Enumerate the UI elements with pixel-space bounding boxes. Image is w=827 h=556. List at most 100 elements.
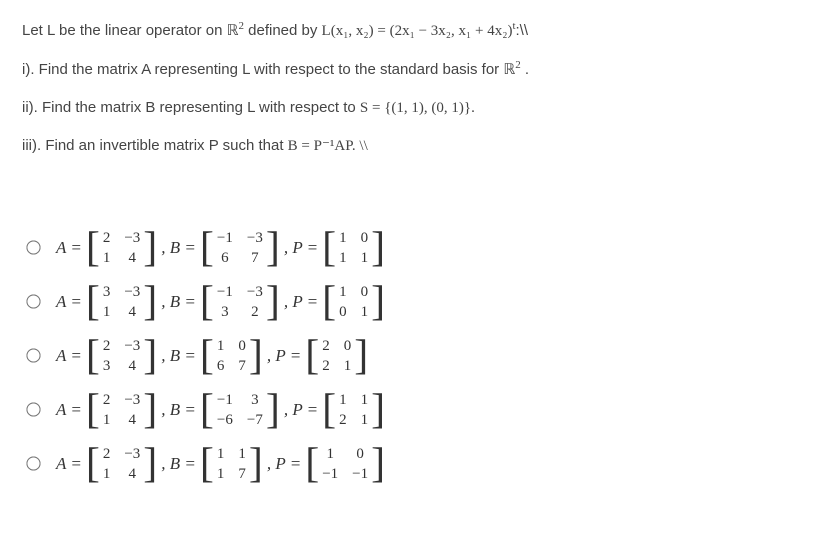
bracket-left-icon: [: [200, 230, 214, 266]
bracket-left-icon: [: [200, 446, 214, 482]
bracket-right-icon: ]: [143, 338, 157, 374]
text: iii). Find an invertible matrix P such t…: [22, 137, 288, 154]
matrix-cols: 1 −1 0 −1: [319, 444, 371, 484]
bracket-right-icon: ]: [143, 230, 157, 266]
matrix-cols: −1 −6 3 −7: [214, 390, 266, 430]
option-radio-cell: [22, 238, 56, 258]
matrix-cell: 0: [356, 444, 364, 464]
option-radio[interactable]: [26, 348, 40, 362]
label-b: , B =: [161, 238, 196, 258]
matrix-cell: 1: [103, 248, 111, 268]
label-a: A =: [56, 292, 82, 312]
matrix-cell: 1: [103, 464, 111, 484]
matrix-cell: 2: [322, 356, 330, 376]
matrix-cell: 1: [361, 410, 369, 430]
bracket-right-icon: ]: [143, 284, 157, 320]
option-radio[interactable]: [26, 240, 40, 254]
text: ii). Find the matrix B representing L wi…: [22, 99, 360, 116]
matrix-cell: 2: [103, 336, 111, 356]
matrix-col: 0 7: [238, 336, 246, 376]
label-p: , P =: [267, 454, 301, 474]
option-row: A = [ 2 1 −3 4 ] , B = [ 1 1 1 7 ] , P =…: [22, 444, 805, 484]
matrix: [ 2 1 −3 4 ]: [86, 444, 157, 484]
matrix-cell: 4: [129, 464, 137, 484]
bracket-right-icon: ]: [249, 446, 263, 482]
matrix-col: 1 2: [339, 390, 347, 430]
label-a: A =: [56, 400, 82, 420]
matrix-col: 2 1: [103, 444, 111, 484]
matrix-cell: −3: [124, 336, 140, 356]
option-radio[interactable]: [26, 456, 40, 470]
option-radio-cell: [22, 292, 56, 312]
matrix-col: 2 2: [322, 336, 330, 376]
bracket-left-icon: [: [86, 338, 100, 374]
matrix: [ −1 −6 3 −7 ]: [200, 390, 280, 430]
matrix-cell: −3: [247, 282, 263, 302]
text: i). Find the matrix A representing L wit…: [22, 61, 503, 78]
matrix-cell: 1: [217, 336, 225, 356]
question-stem: Let L be the linear operator on ℝ2 defin…: [22, 18, 805, 158]
matrix-col: 3 −7: [247, 390, 263, 430]
matrix-col: 1 1: [361, 390, 369, 430]
option-row: A = [ 2 1 −3 4 ] , B = [ −1 6 −3 7 ] , P…: [22, 228, 805, 268]
matrix-cell: 1: [217, 464, 225, 484]
matrix-cols: −1 6 −3 7: [214, 228, 266, 268]
matrix-cell: −1: [217, 390, 233, 410]
matrix: [ 2 3 −3 4 ]: [86, 336, 157, 376]
matrix-cols: 2 1 −3 4: [100, 444, 143, 484]
math-r2: ℝ2: [503, 62, 520, 78]
matrix: [ 2 1 −3 4 ]: [86, 390, 157, 430]
bracket-left-icon: [: [322, 392, 336, 428]
matrix-cell: 7: [238, 356, 246, 376]
matrix-col: 0 −1: [352, 444, 368, 484]
text: :\\: [516, 22, 529, 39]
text: defined by: [244, 22, 322, 39]
matrix-cell: 2: [103, 228, 111, 248]
matrix-cell: −3: [124, 390, 140, 410]
matrix-cols: 1 2 1 1: [336, 390, 371, 430]
matrix: [ 1 6 0 7 ]: [200, 336, 263, 376]
matrix-cell: −1: [217, 228, 233, 248]
option-radio[interactable]: [26, 294, 40, 308]
matrix-cols: 2 3 −3 4: [100, 336, 143, 376]
matrix-cols: 2 1 −3 4: [100, 390, 143, 430]
matrix-col: 2 1: [103, 390, 111, 430]
option-equation: A = [ 2 1 −3 4 ] , B = [ 1 1 1 7 ] , P =…: [56, 444, 387, 484]
matrix-cell: 4: [129, 248, 137, 268]
matrix-cell: 3: [221, 302, 229, 322]
matrix: [ 1 2 1 1 ]: [322, 390, 385, 430]
matrix-cell: 1: [344, 356, 352, 376]
label-b: , B =: [161, 292, 196, 312]
matrix-col: −3 4: [124, 336, 140, 376]
matrix-col: 1 7: [238, 444, 246, 484]
option-radio[interactable]: [26, 402, 40, 416]
label-b: , B =: [161, 346, 196, 366]
bracket-left-icon: [: [322, 284, 336, 320]
bracket-right-icon: ]: [143, 446, 157, 482]
matrix-cell: 0: [238, 336, 246, 356]
matrix-cell: 1: [217, 444, 225, 464]
matrix-cell: 1: [103, 302, 111, 322]
option-equation: A = [ 2 1 −3 4 ] , B = [ −1 −6 3 −7 ] , …: [56, 390, 387, 430]
label-p: , P =: [284, 400, 318, 420]
math-def: L(x₁, x₂) = (2x₁ − 3x₂, x₁ + 4x₂)t: [322, 23, 516, 39]
bracket-left-icon: [: [200, 284, 214, 320]
stem-line-2: i). Find the matrix A representing L wit…: [22, 57, 805, 82]
matrix-cell: 6: [221, 248, 229, 268]
label-b: , B =: [161, 454, 196, 474]
matrix-col: −3 7: [247, 228, 263, 268]
stem-line-4: iii). Find an invertible matrix P such t…: [22, 134, 805, 158]
stem-line-1: Let L be the linear operator on ℝ2 defin…: [22, 18, 805, 43]
matrix-cell: −1: [322, 464, 338, 484]
matrix-cell: 1: [238, 444, 246, 464]
matrix-cell: 2: [103, 444, 111, 464]
matrix-cell: −3: [124, 228, 140, 248]
option-row: A = [ 3 1 −3 4 ] , B = [ −1 3 −3 2 ] , P…: [22, 282, 805, 322]
math-r2: ℝ2: [227, 23, 244, 39]
label-b: , B =: [161, 400, 196, 420]
matrix-cell: 6: [217, 356, 225, 376]
matrix-col: 3 1: [103, 282, 111, 322]
matrix: [ 1 0 0 1 ]: [322, 282, 385, 322]
matrix-cell: 3: [103, 356, 111, 376]
matrix-cols: 2 2 0 1: [319, 336, 354, 376]
